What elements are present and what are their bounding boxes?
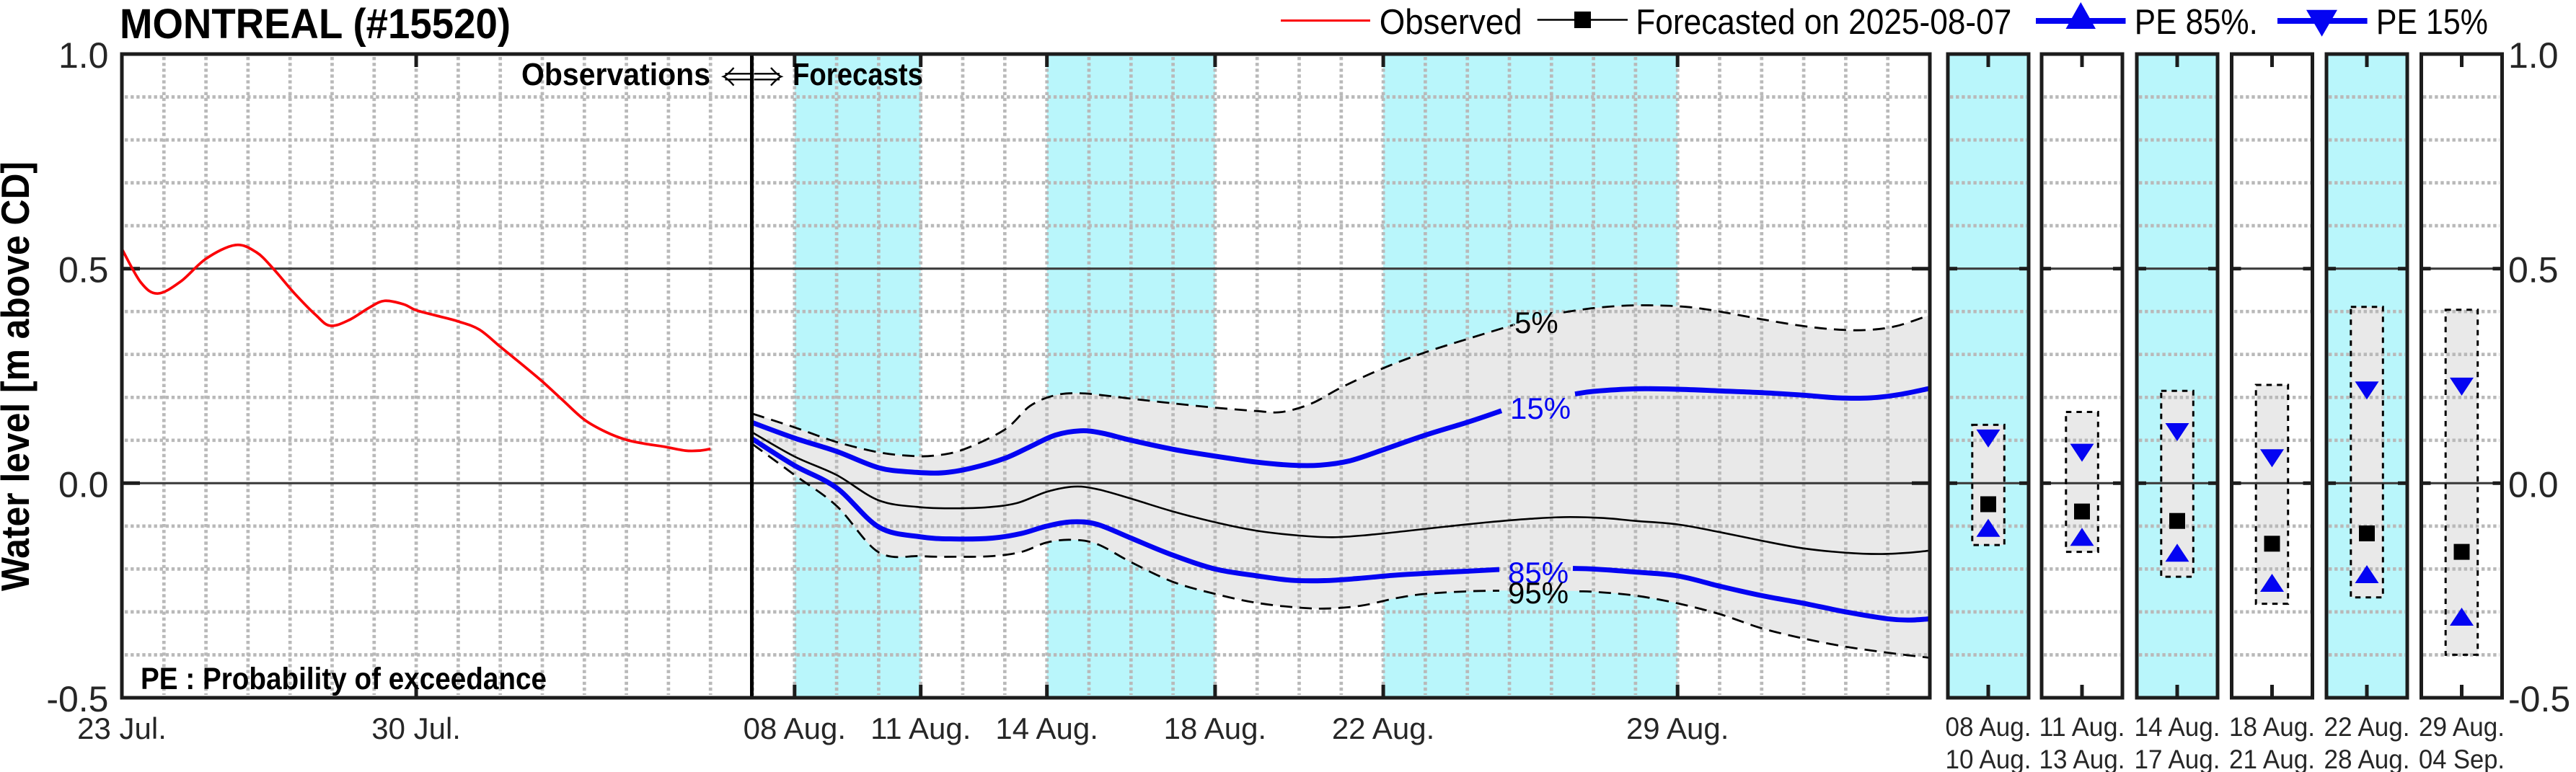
svg-text:18 Aug.: 18 Aug. [1164, 711, 1266, 745]
svg-text:30 Jul.: 30 Jul. [371, 711, 461, 745]
svg-text:-0.5: -0.5 [46, 679, 108, 719]
svg-text:MONTREAL (#15520): MONTREAL (#15520) [120, 1, 511, 48]
svg-text:0.5: 0.5 [58, 250, 109, 290]
svg-text:15%: 15% [1510, 391, 1571, 425]
svg-text:21 Aug.: 21 Aug. [2229, 745, 2315, 772]
svg-text:17 Aug.: 17 Aug. [2135, 745, 2220, 772]
svg-text:13 Aug.: 13 Aug. [2039, 745, 2125, 772]
svg-text:28 Aug.: 28 Aug. [2324, 745, 2410, 772]
svg-text:0.0: 0.0 [2508, 464, 2559, 505]
svg-text:29 Aug.: 29 Aug. [2419, 712, 2505, 742]
svg-text:PE 15%: PE 15% [2376, 3, 2488, 42]
svg-text:85%: 85% [1508, 556, 1569, 590]
svg-text:Observations: Observations [521, 58, 710, 92]
svg-text:23 Jul.: 23 Jul. [77, 711, 167, 745]
svg-text:22 Aug.: 22 Aug. [1332, 711, 1434, 745]
svg-text:08 Aug.: 08 Aug. [744, 711, 846, 745]
svg-text:Observed: Observed [1380, 3, 1522, 42]
svg-text:11 Aug.: 11 Aug. [2039, 712, 2125, 742]
svg-text:10 Aug.: 10 Aug. [1946, 745, 2032, 772]
svg-text:22 Aug.: 22 Aug. [2324, 712, 2410, 742]
svg-text:-0.5: -0.5 [2508, 679, 2570, 719]
svg-text:11 Aug.: 11 Aug. [870, 711, 971, 745]
svg-text:18 Aug.: 18 Aug. [2229, 712, 2315, 742]
svg-text:1.0: 1.0 [2508, 35, 2559, 76]
svg-text:1.0: 1.0 [58, 35, 109, 76]
svg-text:PE : Probability of exceedance: PE : Probability of exceedance [141, 662, 547, 696]
svg-text:PE 85%.: PE 85%. [2135, 3, 2258, 42]
svg-text:Water level [m above CD]: Water level [m above CD] [0, 161, 38, 591]
svg-text:Forecasted on 2025-08-07: Forecasted on 2025-08-07 [1636, 3, 2011, 42]
svg-text:14 Aug.: 14 Aug. [995, 711, 1098, 745]
svg-text:95%: 95% [1508, 576, 1569, 610]
svg-text:0.5: 0.5 [2508, 250, 2559, 290]
svg-text:08 Aug.: 08 Aug. [1946, 712, 2032, 742]
svg-text:5%: 5% [1514, 306, 1558, 340]
svg-text:04 Sep.: 04 Sep. [2419, 745, 2505, 772]
svg-text:14 Aug.: 14 Aug. [2135, 712, 2220, 742]
svg-text:Forecasts: Forecasts [793, 58, 923, 92]
svg-text:29 Aug.: 29 Aug. [1626, 711, 1729, 745]
svg-text:0.0: 0.0 [58, 464, 109, 505]
